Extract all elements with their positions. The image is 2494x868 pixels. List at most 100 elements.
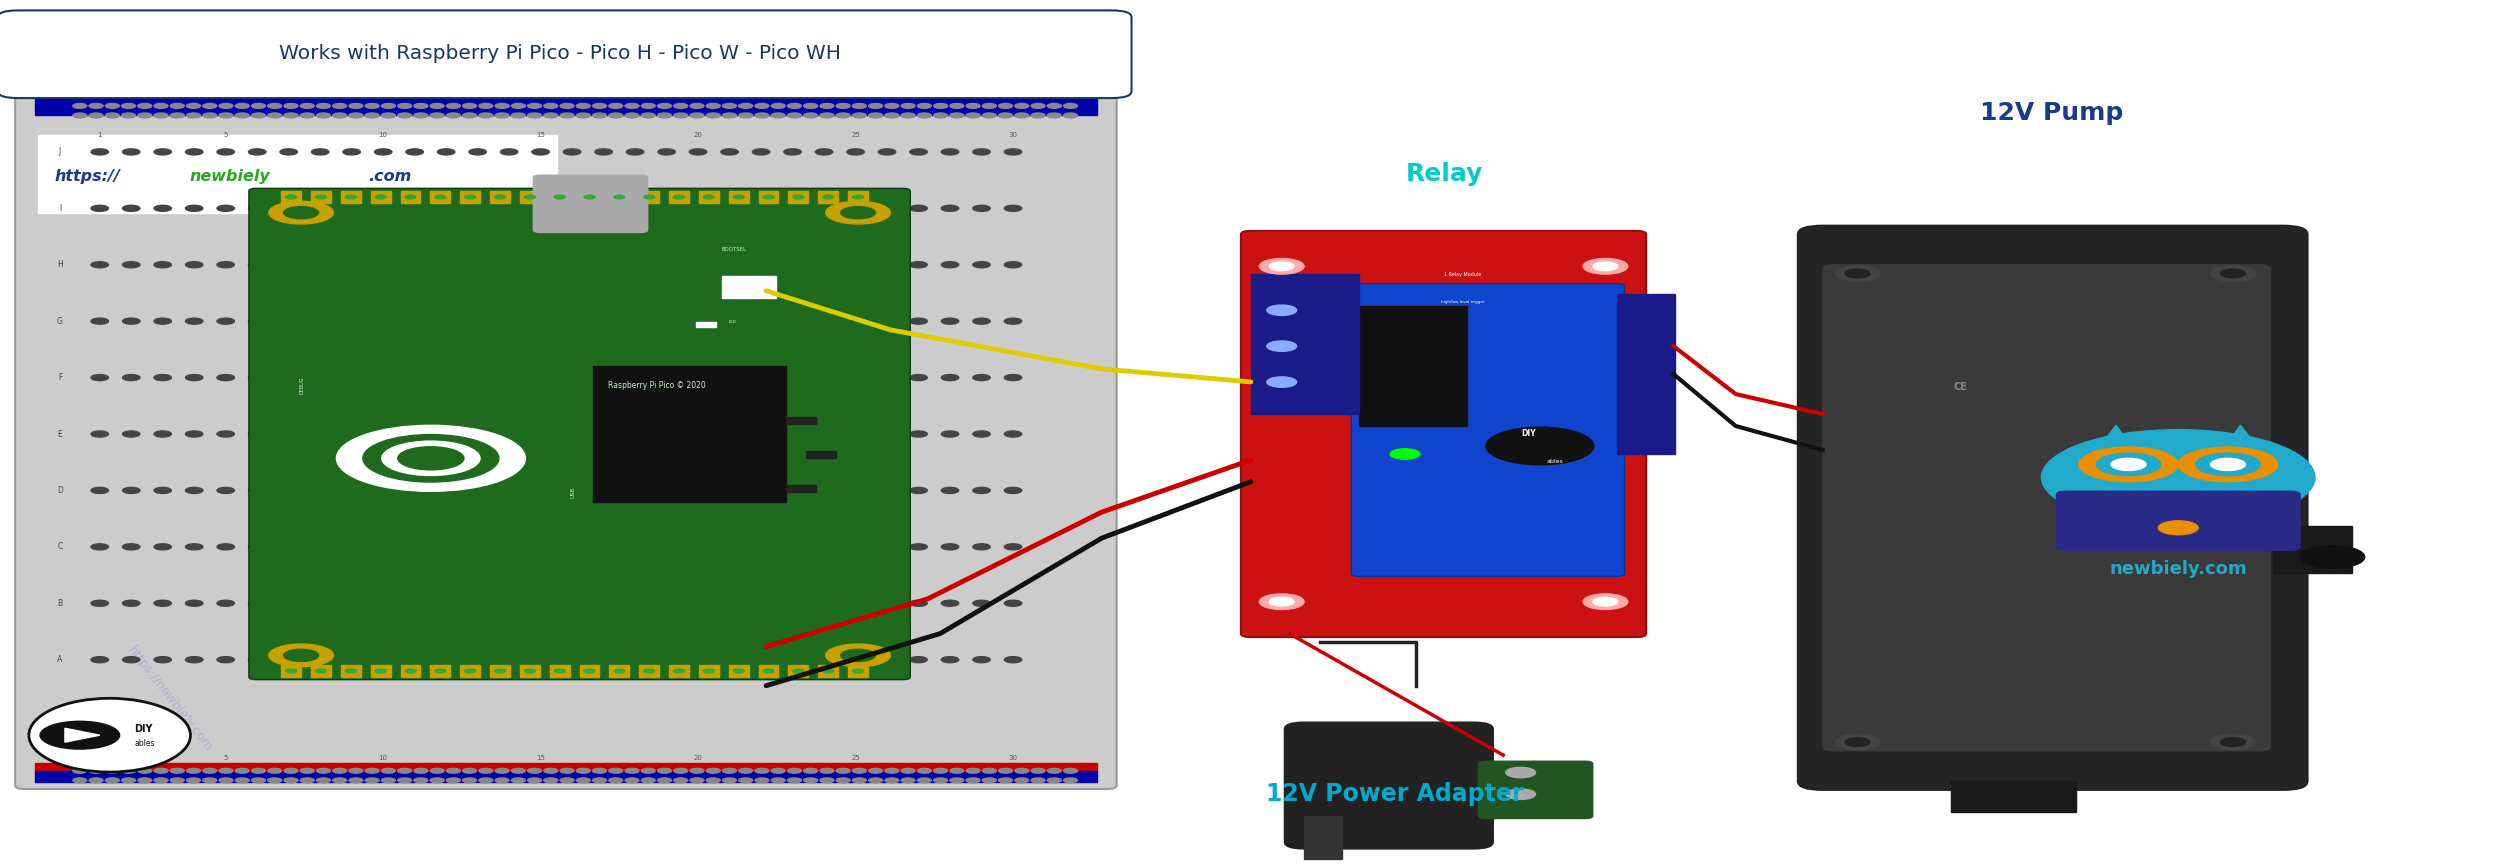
Circle shape (501, 488, 519, 494)
Circle shape (279, 657, 297, 663)
Circle shape (374, 488, 392, 494)
Circle shape (564, 488, 581, 494)
Circle shape (122, 375, 140, 381)
Circle shape (1836, 266, 1880, 281)
Text: 1 Relay Module: 1 Relay Module (1444, 272, 1481, 277)
Circle shape (609, 113, 624, 118)
Circle shape (658, 113, 671, 118)
Circle shape (853, 669, 863, 673)
Circle shape (464, 113, 476, 118)
Circle shape (848, 543, 865, 550)
Bar (35, 96, 1097, 115)
Circle shape (1846, 269, 1870, 278)
Circle shape (446, 113, 461, 118)
Circle shape (446, 768, 461, 773)
Circle shape (501, 601, 519, 607)
Circle shape (973, 375, 990, 381)
Circle shape (429, 103, 444, 108)
Circle shape (464, 103, 476, 108)
Circle shape (170, 103, 185, 108)
Circle shape (596, 149, 614, 155)
Circle shape (673, 778, 688, 783)
Circle shape (72, 768, 87, 773)
Bar (431, 665, 451, 677)
Circle shape (155, 319, 172, 325)
Circle shape (821, 778, 833, 783)
Circle shape (933, 103, 948, 108)
Circle shape (496, 113, 509, 118)
Circle shape (1269, 597, 1294, 606)
Circle shape (816, 205, 833, 211)
Circle shape (673, 103, 688, 108)
Circle shape (688, 262, 706, 267)
Circle shape (878, 543, 895, 550)
Circle shape (658, 149, 676, 155)
Bar (728, 665, 748, 677)
Circle shape (564, 149, 581, 155)
Polygon shape (2090, 425, 2140, 460)
Circle shape (723, 768, 736, 773)
Circle shape (217, 319, 234, 325)
Circle shape (1015, 103, 1028, 108)
Circle shape (494, 195, 506, 199)
Text: newbiely.com: newbiely.com (2110, 560, 2247, 577)
Bar (489, 665, 509, 677)
Circle shape (249, 319, 267, 325)
Circle shape (783, 543, 801, 550)
Circle shape (287, 195, 297, 199)
Circle shape (626, 601, 643, 607)
Bar (312, 191, 332, 203)
Text: 10: 10 (379, 755, 387, 760)
Circle shape (364, 768, 379, 773)
Circle shape (374, 543, 392, 550)
Circle shape (596, 262, 614, 267)
Text: A: A (57, 655, 62, 664)
Text: 30: 30 (1008, 132, 1018, 137)
Circle shape (918, 778, 930, 783)
Circle shape (840, 207, 875, 219)
Bar (342, 191, 362, 203)
Circle shape (185, 319, 202, 325)
Circle shape (267, 768, 282, 773)
Circle shape (1062, 778, 1077, 783)
Circle shape (407, 543, 424, 550)
Circle shape (529, 778, 541, 783)
Circle shape (910, 375, 928, 381)
Bar (431, 191, 451, 203)
Circle shape (344, 488, 359, 494)
Circle shape (90, 488, 107, 494)
Circle shape (429, 778, 444, 783)
Circle shape (848, 375, 865, 381)
FancyBboxPatch shape (0, 10, 1132, 98)
Circle shape (374, 431, 392, 437)
Circle shape (753, 543, 771, 550)
Circle shape (479, 768, 494, 773)
Circle shape (267, 103, 282, 108)
Circle shape (933, 768, 948, 773)
Circle shape (531, 262, 549, 267)
Circle shape (688, 319, 706, 325)
Bar (788, 191, 808, 203)
Bar (786, 485, 816, 492)
Circle shape (1047, 113, 1062, 118)
Circle shape (703, 669, 713, 673)
Text: D: D (57, 486, 62, 495)
Circle shape (279, 431, 297, 437)
Circle shape (382, 103, 397, 108)
Circle shape (753, 488, 771, 494)
Circle shape (918, 768, 930, 773)
Circle shape (105, 103, 120, 108)
Circle shape (374, 601, 392, 607)
Circle shape (219, 778, 232, 783)
Circle shape (688, 149, 706, 155)
Circle shape (436, 205, 454, 211)
Circle shape (185, 657, 202, 663)
Circle shape (756, 113, 768, 118)
Circle shape (878, 262, 895, 267)
Text: .com: .com (369, 168, 412, 184)
Circle shape (469, 149, 486, 155)
Text: G: G (57, 317, 62, 326)
Circle shape (783, 431, 801, 437)
Circle shape (723, 778, 736, 783)
Circle shape (641, 768, 656, 773)
